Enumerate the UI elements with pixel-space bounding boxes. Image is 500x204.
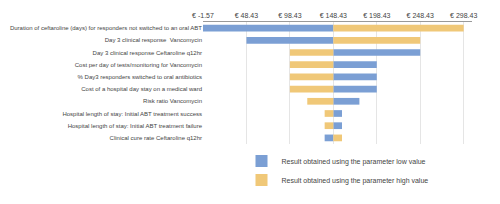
svg-text:€ -1.57: € -1.57 [192, 12, 214, 19]
svg-text:Cost per day of tests/monitori: Cost per day of tests/monitoring for Van… [75, 62, 202, 68]
svg-text:Duration of ceftaroline (days): Duration of ceftaroline (days) for respo… [10, 25, 202, 31]
svg-text:Hospital length of stay: Initi: Hospital length of stay: Initial ABT tre… [68, 123, 203, 129]
svg-text:Clinical cure rate Ceftaroline: Clinical cure rate Ceftaroline q12hr [110, 135, 202, 141]
svg-text:€ 98.43: € 98.43 [278, 12, 301, 19]
svg-text:Result obtained using the para: Result obtained using the parameter low … [282, 158, 426, 166]
svg-text:Day 3 clinical response Ceftar: Day 3 clinical response Ceftaroline q12h… [93, 50, 202, 56]
svg-text:% Day3 responders switched to: % Day3 responders switched to oral antib… [78, 74, 202, 80]
svg-text:Cost of a hospital day stay on: Cost of a hospital day stay on a medical… [81, 86, 202, 92]
svg-text:€ 198.43: € 198.43 [363, 12, 390, 19]
svg-text:Result obtained using the para: Result obtained using the parameter high… [282, 177, 429, 185]
svg-text:Day 3 clinical response Vanco: Day 3 clinical response Vancomycin [105, 37, 202, 43]
svg-text:Hospital length of stay: Initi: Hospital length of stay: Initial ABT tre… [62, 111, 202, 117]
svg-text:€ 248.43: € 248.43 [407, 12, 434, 19]
svg-text:Risk ratio Vancomycin: Risk ratio Vancomycin [143, 98, 202, 104]
svg-text:€ 48.43: € 48.43 [235, 12, 258, 19]
svg-text:€ 298.43: € 298.43 [450, 12, 477, 19]
svg-text:€ 148.43: € 148.43 [320, 12, 347, 19]
